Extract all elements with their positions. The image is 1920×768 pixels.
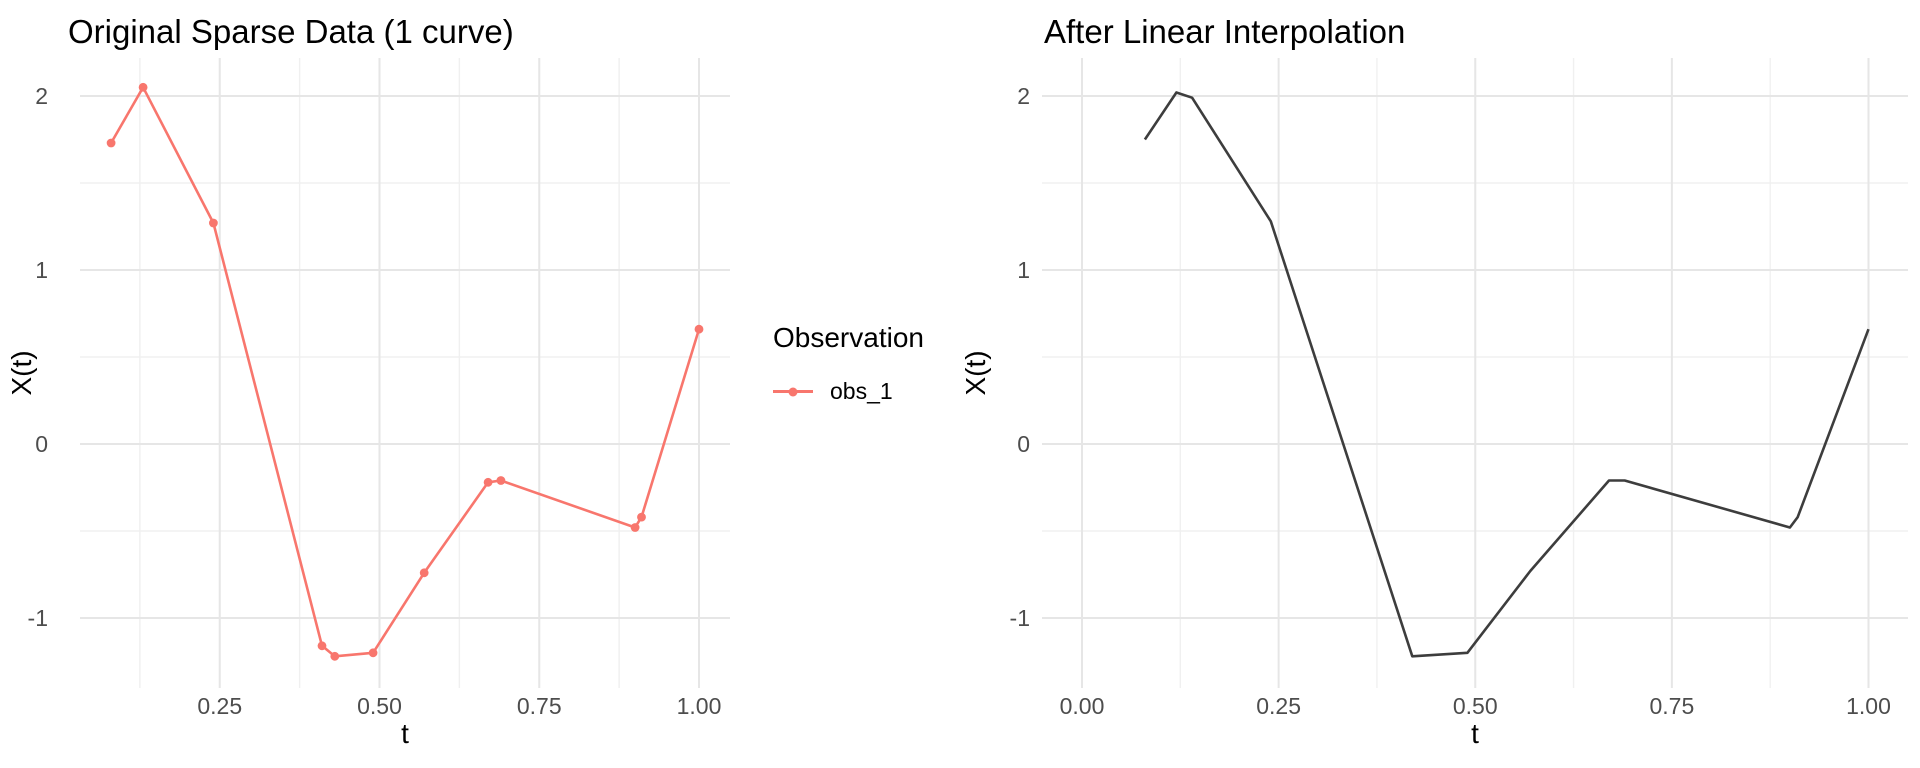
data-point-obs_1 bbox=[138, 82, 148, 92]
data-point-obs_1 bbox=[209, 218, 218, 228]
data-point-obs_1 bbox=[330, 651, 340, 661]
y-tick-label: 2 bbox=[35, 83, 48, 109]
x-tick-label: 0.00 bbox=[1060, 693, 1105, 719]
legend: Observation obs_1 bbox=[773, 322, 924, 405]
series-line-obs_1 bbox=[109, 86, 701, 658]
legend-title: Observation bbox=[773, 322, 924, 353]
plot-sparse: -1 0 1 2 0.25 0.50 0.75 1.00 Original Sparse Da… bbox=[0, 0, 940, 768]
legend-point-icon bbox=[788, 387, 798, 396]
y-tick-label: 0 bbox=[1017, 431, 1030, 457]
plot-sparse-canvas: -1 0 1 2 0.25 0.50 0.75 1.00 bbox=[28, 58, 730, 719]
y-axis-title: X(t) bbox=[6, 350, 37, 396]
x-tick-label: 0.25 bbox=[1256, 693, 1301, 719]
data-point-obs_1 bbox=[106, 138, 116, 148]
y-axis-title: X(t) bbox=[960, 350, 991, 396]
plot-title: After Linear Interpolation bbox=[1044, 13, 1406, 50]
y-tick-label: 1 bbox=[35, 257, 48, 283]
data-point-obs_1 bbox=[483, 477, 493, 487]
x-tick-label: 0.50 bbox=[1453, 693, 1498, 719]
y-tick-label: 2 bbox=[1017, 83, 1030, 109]
plot-title: Original Sparse Data (1 curve) bbox=[68, 13, 514, 50]
x-tick-label: 1.00 bbox=[677, 693, 722, 719]
y-tick-label: 1 bbox=[1017, 257, 1030, 283]
plot-interpolated-canvas: -1 0 1 2 0.00 0.25 0.50 0.75 1.00 bbox=[1010, 58, 1908, 719]
x-tick-label: 0.75 bbox=[1649, 693, 1694, 719]
series-line-interpolated_curve bbox=[1143, 91, 1870, 658]
data-point-obs_1 bbox=[496, 476, 506, 485]
data-point-obs_1 bbox=[317, 641, 327, 651]
x-tick-label: 0.50 bbox=[357, 693, 402, 719]
legend-item-obs-1: obs_1 bbox=[773, 378, 924, 405]
data-point-obs_1 bbox=[637, 512, 646, 522]
x-axis-title: t bbox=[401, 718, 409, 749]
y-tick-label: -1 bbox=[28, 605, 48, 631]
y-tick-label: 0 bbox=[35, 431, 48, 457]
x-tick-label: 0.25 bbox=[197, 693, 242, 719]
x-axis-title: t bbox=[1471, 718, 1479, 749]
x-tick-label: 1.00 bbox=[1846, 693, 1891, 719]
data-point-obs_1 bbox=[419, 568, 429, 578]
plot-interpolated: -1 0 1 2 0.00 0.25 0.50 0.75 1.00 After Linear I… bbox=[940, 0, 1920, 768]
data-point-obs_1 bbox=[630, 523, 640, 532]
x-tick-label: 0.75 bbox=[517, 693, 562, 719]
y-tick-label: -1 bbox=[1010, 605, 1030, 631]
data-point-obs_1 bbox=[694, 324, 704, 334]
legend-line-swatch bbox=[773, 387, 813, 396]
legend-item-label: obs_1 bbox=[830, 378, 893, 404]
data-point-obs_1 bbox=[368, 648, 378, 658]
